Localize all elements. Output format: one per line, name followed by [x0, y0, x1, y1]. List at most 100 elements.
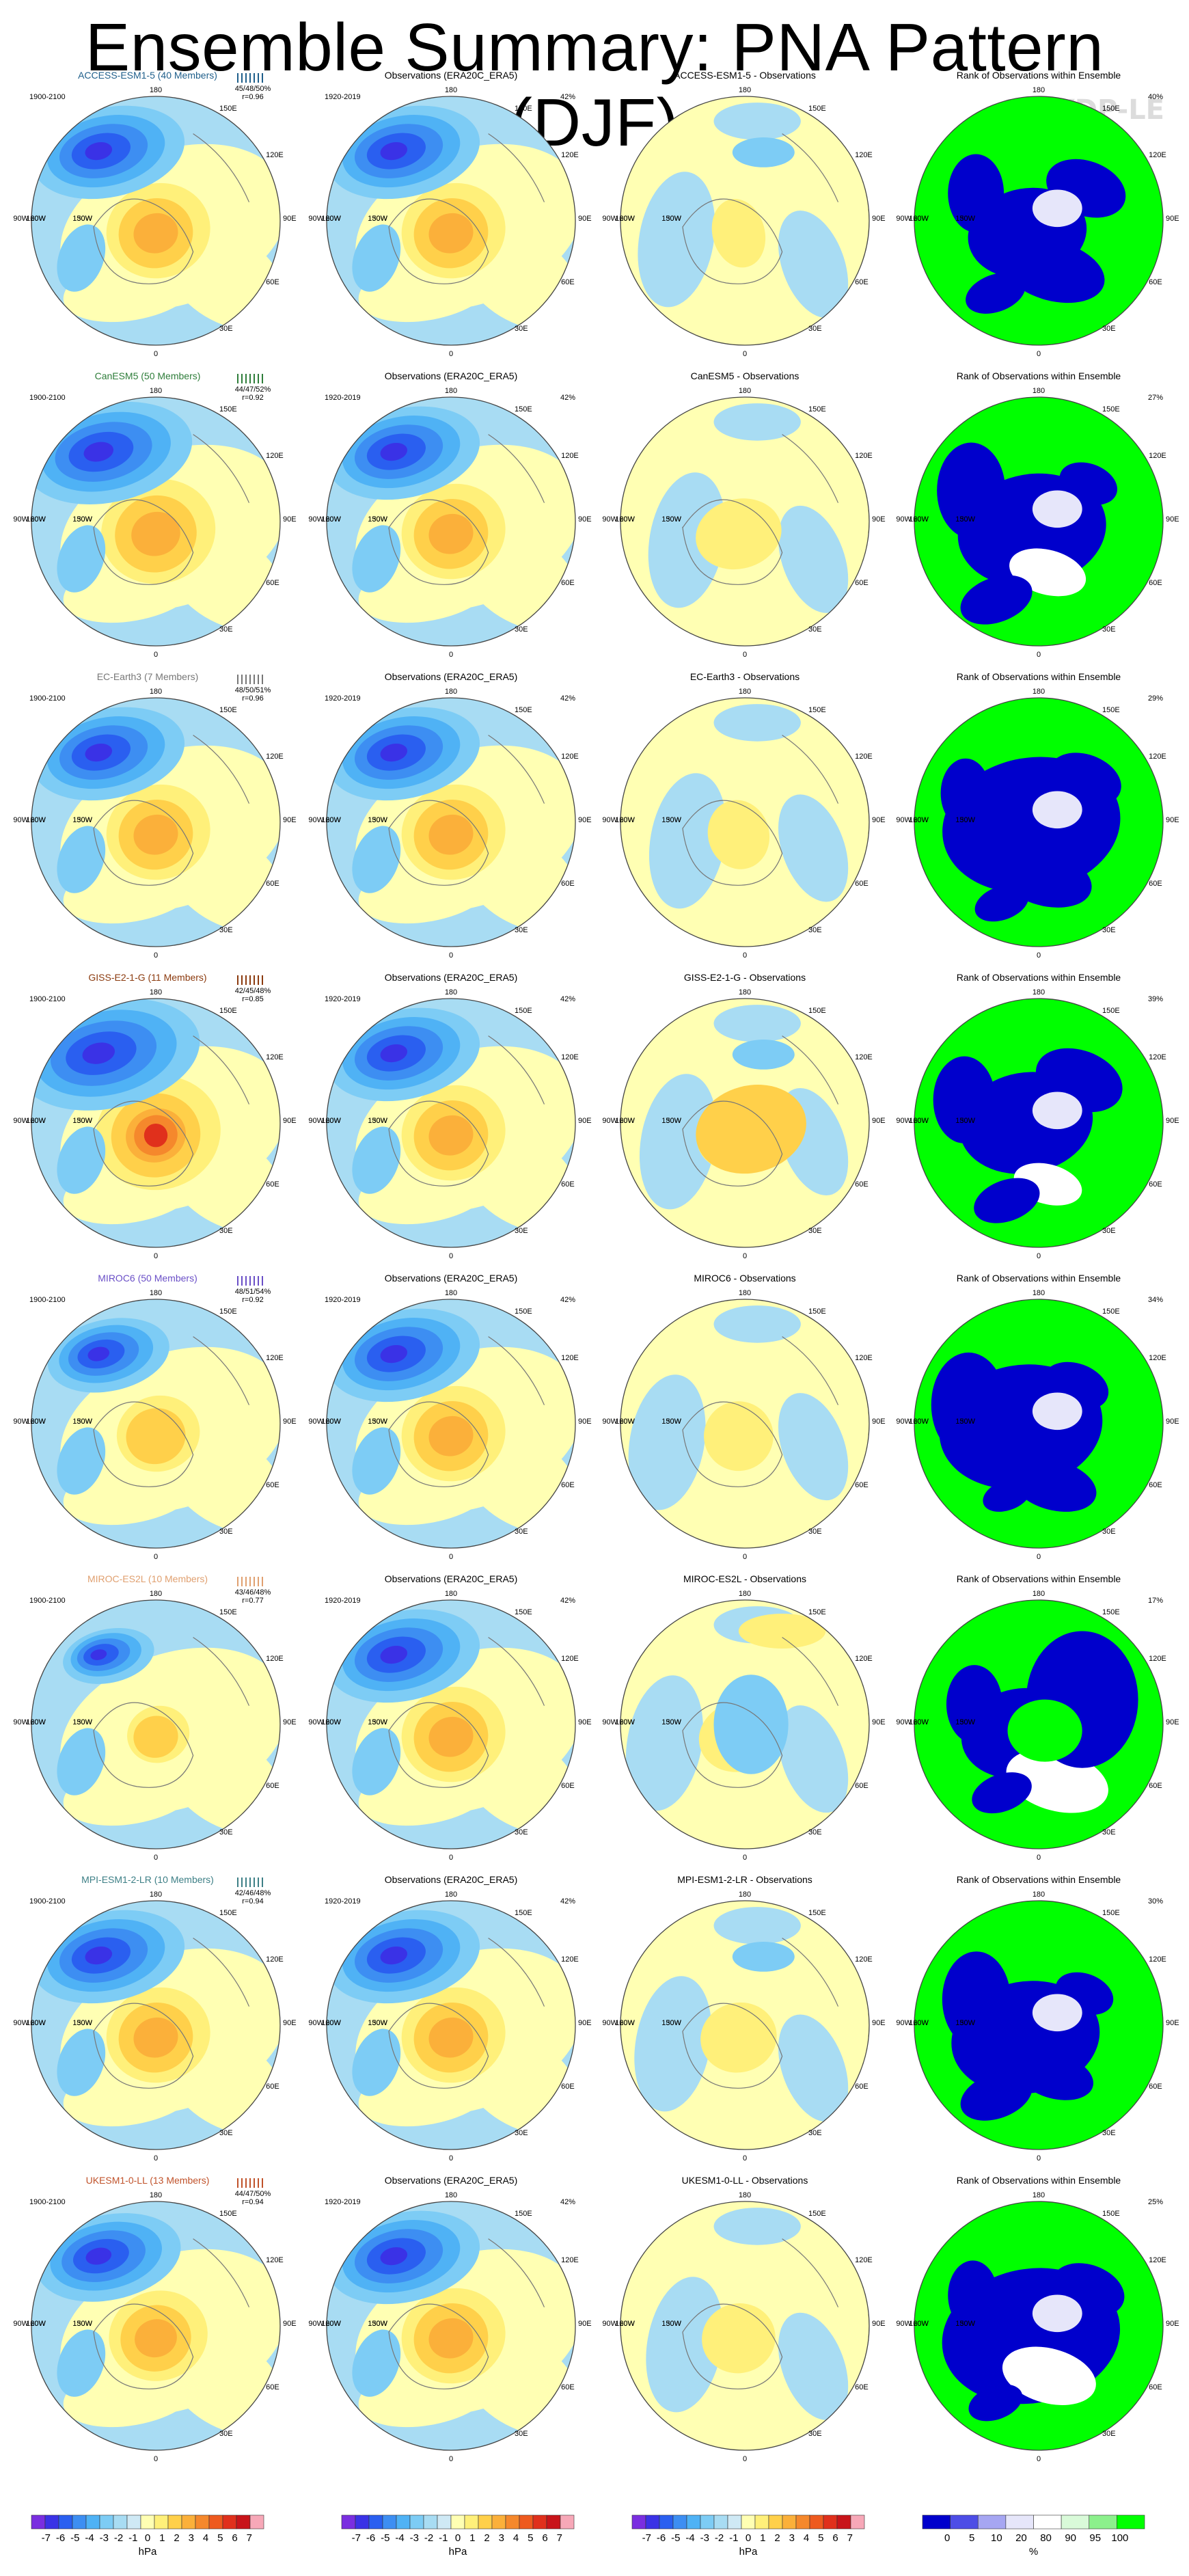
lon-label: 60E — [561, 2083, 575, 2091]
colorbar-swatch — [409, 2514, 424, 2530]
rank-title: Rank of Observations within Ensemble — [957, 1273, 1121, 1284]
colorbar-tick: 5 — [969, 2532, 974, 2544]
contour-negative — [352, 1126, 401, 1194]
lon-label: 150W — [368, 215, 387, 223]
contour-negative — [625, 1675, 703, 1811]
lon-label: 90W — [896, 215, 912, 223]
rank-blob — [1032, 1994, 1082, 2032]
rank-blob — [974, 884, 1029, 922]
map-border — [620, 1900, 870, 2150]
lon-label: 60W — [30, 515, 46, 524]
obs-title: Observations (ERA20C_ERA5) — [385, 370, 518, 381]
lon-label: 120W — [615, 1117, 635, 1125]
coastline — [488, 434, 545, 503]
lon-label: 30W — [372, 2019, 387, 2027]
colorbar-swatch — [99, 2514, 114, 2530]
contour-negative — [352, 1728, 401, 1795]
map-rank — [914, 999, 1163, 1247]
contour-negative — [778, 794, 849, 902]
diff-title: ACCESS-ESM1-5 - Observations — [674, 70, 816, 81]
contour-positive — [738, 1614, 826, 1649]
colorbar-tick: -2 — [715, 2532, 724, 2544]
coastline — [682, 2003, 783, 2089]
coastline — [682, 198, 783, 284]
lon-label: 90W — [308, 1718, 324, 1726]
lon-label: 60W — [325, 1718, 341, 1726]
map-border — [326, 396, 576, 647]
pattern-stats: 42/45/48% — [235, 987, 271, 995]
obs-pct: 42% — [560, 694, 575, 703]
coastline — [93, 2303, 194, 2389]
lon-label: 120W — [321, 2019, 341, 2027]
map-difference — [620, 1600, 869, 1849]
lon-label: 120W — [909, 1418, 929, 1426]
colorbar-swatch — [464, 2514, 479, 2530]
contour-negative — [352, 224, 401, 292]
lon-label: 150E — [515, 1608, 532, 1616]
colorbar-swatch — [58, 2514, 73, 2530]
coastline — [93, 1100, 194, 1187]
lon-label: 150W — [955, 1117, 975, 1125]
rank-blob — [937, 442, 1006, 539]
lon-label: 90E — [872, 515, 886, 524]
diff-title: MIROC6 - Observations — [694, 1273, 795, 1284]
rank-blob — [1059, 462, 1118, 505]
lon-label: 120E — [266, 1955, 284, 1964]
contour-negative — [713, 103, 801, 140]
colorbar-tick: 4 — [804, 2532, 809, 2544]
colorbar-swatch — [195, 2514, 210, 2530]
lon-label: 150W — [955, 1718, 975, 1726]
lon-label: 0 — [743, 1854, 747, 1862]
lon-label: 150E — [219, 1909, 237, 1917]
map-observations — [327, 698, 575, 947]
lon-label: 150W — [661, 515, 681, 524]
lon-label: 180 — [445, 2191, 457, 2199]
contour-positive — [428, 513, 474, 554]
colorbar-tick: -6 — [56, 2532, 65, 2544]
years-label: 1920-2019 — [325, 995, 361, 1003]
lon-label: 30E — [219, 625, 233, 634]
map-observations — [327, 1901, 575, 2150]
lon-label: 150W — [955, 1418, 975, 1426]
lon-label: 90W — [896, 1117, 912, 1125]
lon-label: 120W — [909, 1117, 929, 1125]
coastline — [388, 1401, 489, 1487]
lon-label: 120W — [615, 2019, 635, 2027]
lon-label: 180 — [445, 688, 457, 696]
lon-label: 120W — [26, 1418, 46, 1426]
lon-label: 30W — [959, 816, 975, 824]
contour-positive — [144, 1124, 168, 1148]
lon-label: 90W — [896, 1718, 912, 1726]
lon-label: 120E — [855, 452, 873, 460]
contour-negative — [57, 2029, 106, 2096]
map-border — [31, 1299, 281, 1549]
coastline — [682, 800, 783, 886]
map-border — [914, 998, 1164, 1248]
lon-label: 0 — [449, 1854, 453, 1862]
diff-title: UKESM1-0-LL - Observations — [682, 2175, 808, 2186]
lon-label: 150E — [808, 1007, 826, 1015]
lon-label: 180 — [1033, 1289, 1045, 1297]
lon-label: 150W — [955, 2320, 975, 2328]
lon-label: 120W — [615, 1418, 635, 1426]
contour-negative — [85, 1946, 113, 1965]
colorbar-swatch — [645, 2514, 660, 2530]
lon-label: 0 — [1037, 2154, 1041, 2163]
lon-label: 120W — [321, 515, 341, 524]
lon-label: 90E — [1166, 816, 1179, 824]
lon-label: 60W — [325, 2019, 341, 2027]
lon-label: 60W — [619, 515, 635, 524]
lon-label: 30E — [515, 926, 528, 934]
contour-negative — [713, 704, 801, 742]
contour-negative — [380, 1044, 408, 1063]
colorbar-swatch — [1089, 2514, 1117, 2530]
lon-label: 90E — [578, 2019, 592, 2027]
lon-label: 90E — [283, 2019, 297, 2027]
years-label: 1900-2100 — [29, 1597, 66, 1605]
lon-label: 120E — [1149, 1053, 1166, 1061]
lon-label: 60E — [266, 2383, 279, 2391]
pattern-stats: 45/48/50% — [235, 85, 271, 93]
lon-label: 120E — [1149, 2256, 1166, 2264]
model-title: GISS-E2-1-G (11 Members) — [88, 972, 206, 983]
coastline — [488, 1035, 545, 1104]
